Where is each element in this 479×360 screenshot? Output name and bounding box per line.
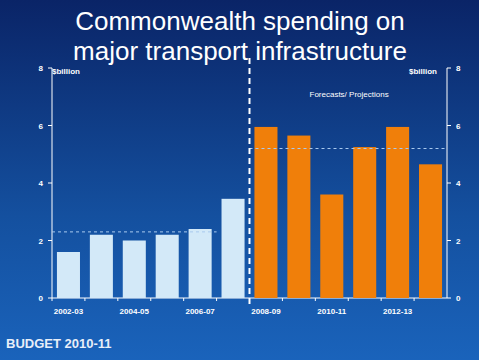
footer-logo: BUDGET 2010-11 <box>6 336 112 351</box>
bar <box>57 252 80 298</box>
y-tick-label: 6 <box>39 122 44 131</box>
y2-tick <box>447 125 451 126</box>
x-tick <box>414 298 415 301</box>
average-line <box>52 231 217 232</box>
y-axis-label: $billion <box>52 67 80 76</box>
bar <box>90 235 113 298</box>
x-tick-label: 2002-03 <box>54 307 84 316</box>
y-tick <box>48 183 52 184</box>
x-tick-label: 2004-05 <box>120 307 150 316</box>
x-tick <box>117 298 118 301</box>
y2-tick-label: 6 <box>456 122 461 131</box>
x-tick-label: 2010-11 <box>317 307 346 316</box>
bar <box>287 136 310 298</box>
bar <box>156 235 179 298</box>
y2-tick <box>447 240 451 241</box>
x-tick <box>315 298 316 301</box>
y-tick <box>48 298 52 299</box>
bar <box>222 199 245 298</box>
y-tick-label: 2 <box>39 237 44 246</box>
y-tick-label: 4 <box>39 179 44 188</box>
bar <box>353 147 376 298</box>
average-line <box>250 148 448 149</box>
x-tick <box>381 298 382 301</box>
background <box>0 0 479 360</box>
y2-tick-label: 4 <box>456 179 461 188</box>
y2-tick-label: 0 <box>456 294 461 303</box>
bar <box>189 229 212 298</box>
bar <box>320 195 343 299</box>
y2-tick-label: 2 <box>456 237 461 246</box>
x-tick <box>282 298 283 301</box>
y-tick <box>48 68 52 69</box>
bar <box>419 164 442 298</box>
bar <box>254 127 277 298</box>
x-tick <box>216 298 217 301</box>
x-tick <box>183 298 184 301</box>
y2-tick-label: 8 <box>456 64 461 73</box>
title: Commonwealth spending onmajor transport … <box>73 6 407 66</box>
y-tick <box>48 125 52 126</box>
title-line: major transport infrastructure <box>73 36 407 66</box>
title-line: Commonwealth spending on <box>75 6 405 36</box>
x-tick <box>150 298 151 301</box>
y-tick-label: 8 <box>39 64 44 73</box>
y2-tick <box>447 298 451 299</box>
x-tick-label: 2012-13 <box>383 307 413 316</box>
x-tick <box>52 298 53 301</box>
annotation: Forecasts/ Projections <box>310 90 389 99</box>
x-tick <box>348 298 349 301</box>
x-tick-label: 2008-09 <box>251 307 281 316</box>
x-tick-label: 2006-07 <box>185 307 215 316</box>
bar <box>386 127 409 298</box>
y-tick <box>48 240 52 241</box>
y2-tick <box>447 183 451 184</box>
y2-axis-label: $billion <box>409 67 437 76</box>
bar <box>123 241 146 299</box>
y-tick-label: 0 <box>39 294 44 303</box>
x-tick <box>84 298 85 301</box>
forecast-divider <box>249 58 251 304</box>
y2-tick <box>447 68 451 69</box>
